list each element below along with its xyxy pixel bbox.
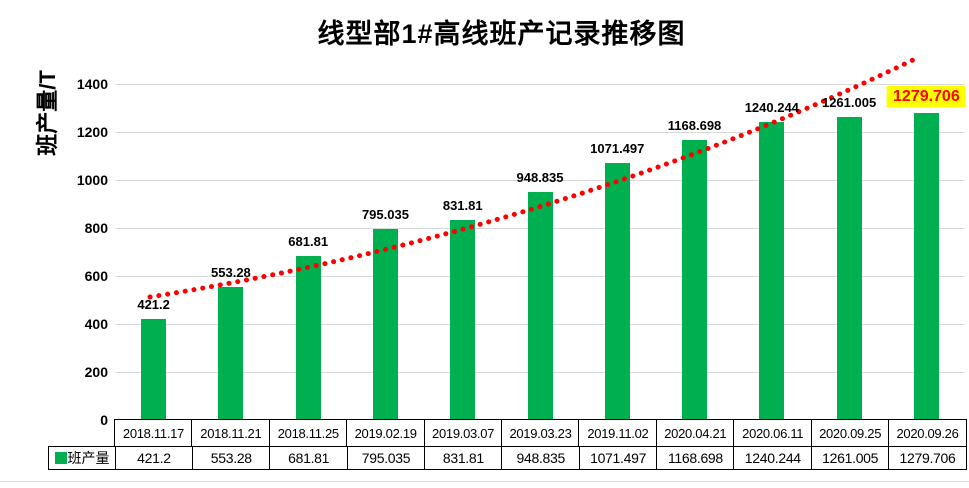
bar[interactable] <box>372 229 398 420</box>
bar-value-label: 831.81 <box>442 198 483 214</box>
bar[interactable] <box>450 220 476 420</box>
legend-cell: 班产量 <box>48 446 116 470</box>
bar-value-label: 681.81 <box>288 234 329 250</box>
table-date-cell: 2020.04.21 <box>655 419 735 447</box>
bar[interactable] <box>527 192 553 420</box>
bar[interactable] <box>913 112 939 420</box>
table-value-cell: 1279.706 <box>888 446 967 470</box>
table-date-cell: 2019.11.02 <box>578 419 658 447</box>
bar[interactable] <box>759 122 785 420</box>
table-date-cell: 2019.03.23 <box>501 419 580 447</box>
table-value-cell: 1168.698 <box>656 446 735 470</box>
bar-value-label: 421.2 <box>137 296 170 312</box>
y-tick-label: 1000 <box>76 172 108 188</box>
table-date-cell: 2020.06.11 <box>733 419 813 447</box>
table-date-cell: 2020.09.26 <box>888 419 967 447</box>
legend-label: 班产量 <box>67 450 110 466</box>
data-table-values-row: 班产量 421.2 553.28 681.81 795.035 831.81 948.83… <box>48 446 967 470</box>
bar-value-label: 1261.005 <box>821 95 877 111</box>
table-date-cell: 2020.09.25 <box>810 419 890 447</box>
bar[interactable] <box>218 287 244 420</box>
y-tick-label: 400 <box>84 316 108 332</box>
bar[interactable] <box>836 117 862 420</box>
table-value-cell: 421.2 <box>114 446 194 470</box>
table-date-cell: 2018.11.21 <box>191 419 271 447</box>
chart-title: 线型部1#高线班产记录推移图 <box>317 19 686 49</box>
table-value-cell: 1240.244 <box>733 446 813 470</box>
table-value-cell: 1071.497 <box>578 446 658 470</box>
y-tick-label: 200 <box>84 364 108 380</box>
y-tick-label: 800 <box>84 220 108 236</box>
bar-value-label: 795.035 <box>361 207 409 223</box>
bar-value-label: 1168.698 <box>667 117 722 133</box>
table-date-cell: 2019.03.07 <box>423 419 503 447</box>
y-axis-title: 班产量/T <box>35 70 60 156</box>
bar[interactable] <box>604 162 630 420</box>
bar-value-label: 1279.706 <box>886 85 966 107</box>
table-value-cell: 553.28 <box>191 446 271 470</box>
y-tick-label: 1400 <box>76 76 108 92</box>
table-value-cell: 831.81 <box>423 446 503 470</box>
table-date-cell: 2018.11.17 <box>114 419 193 447</box>
table-value-cell: 681.81 <box>269 446 349 470</box>
bar[interactable] <box>141 318 167 420</box>
table-value-cell: 1261.005 <box>810 446 890 470</box>
gridline <box>115 84 965 85</box>
bar[interactable] <box>682 139 708 420</box>
table-date-cell: 2019.02.19 <box>346 419 426 447</box>
bar-value-label: 553.28 <box>211 265 251 281</box>
y-tick-label: 600 <box>84 268 108 284</box>
series-color-swatch-icon <box>54 452 67 464</box>
table-date-cell: 2018.11.25 <box>268 419 348 447</box>
data-table-dates-row: 2018.11.17 2018.11.21 2018.11.25 2019.02.19… <box>114 419 967 447</box>
y-tick-label: 0 <box>100 412 108 428</box>
bar-value-label: 1240.244 <box>744 100 799 116</box>
bar-value-label: 1071.497 <box>590 140 645 156</box>
table-value-cell: 795.035 <box>346 446 426 470</box>
bar[interactable] <box>295 256 321 420</box>
table-value-cell: 948.835 <box>501 446 581 470</box>
bar-value-label: 948.835 <box>516 170 564 186</box>
y-tick-label: 1200 <box>76 124 108 140</box>
bottom-edge-line <box>0 481 969 482</box>
